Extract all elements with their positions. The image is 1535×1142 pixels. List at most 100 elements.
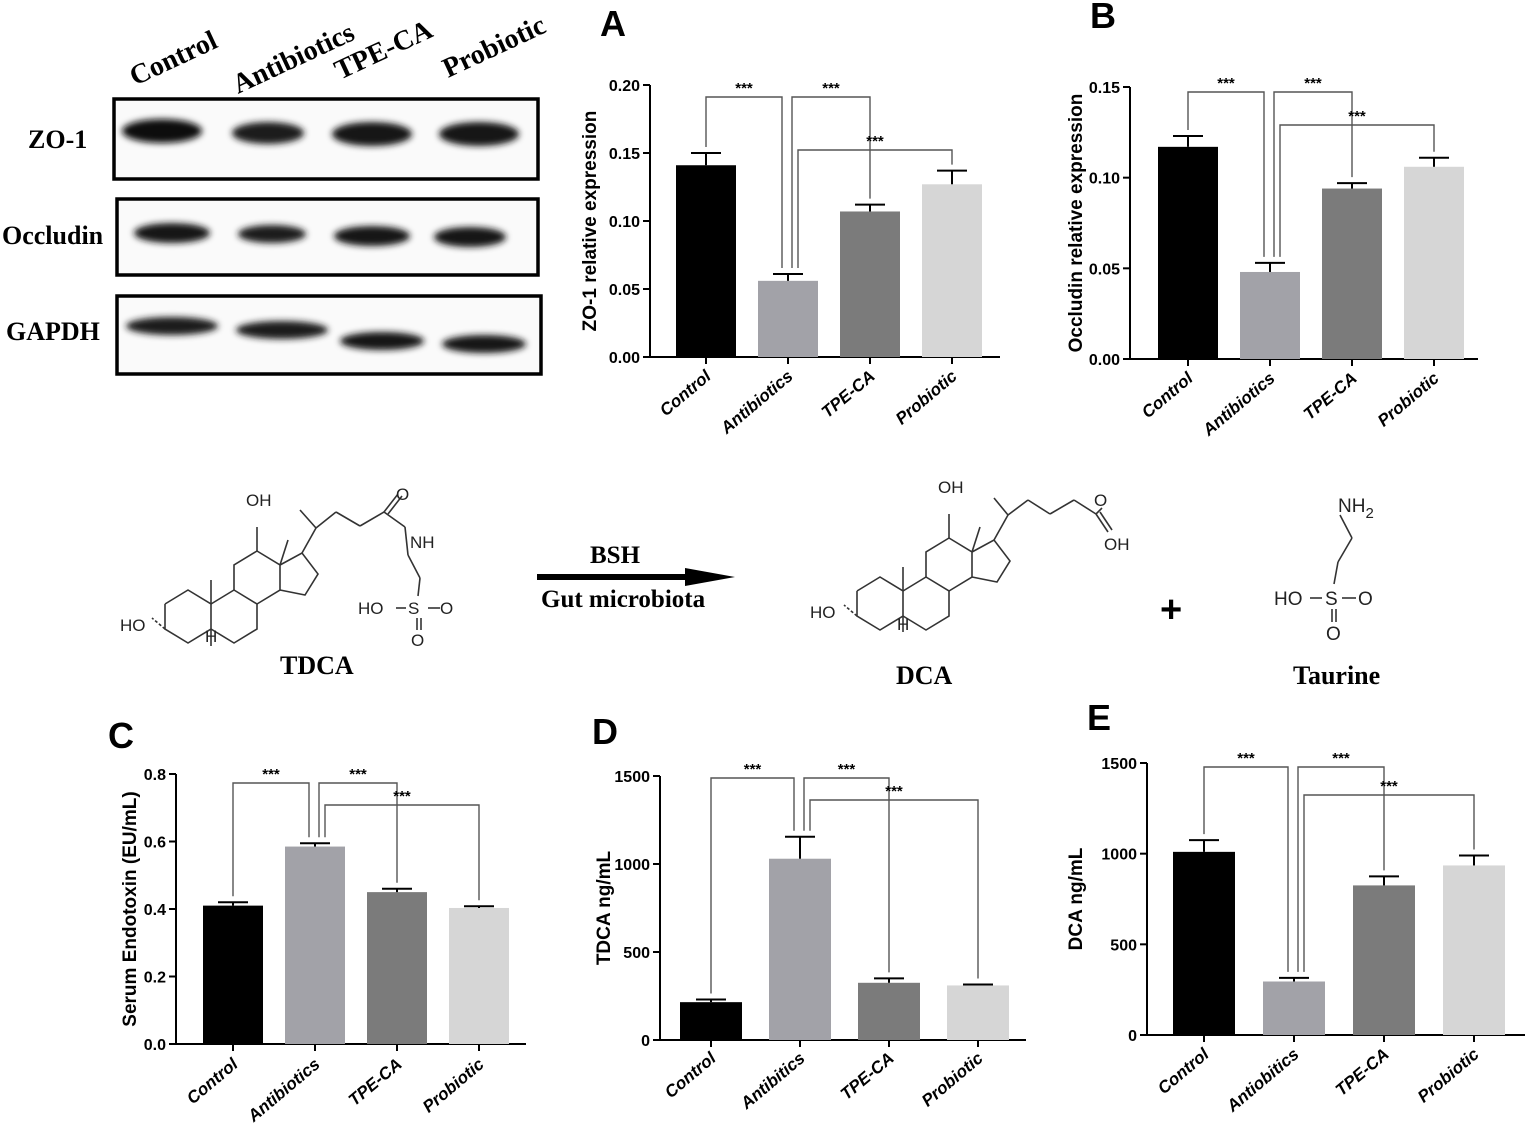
- chart-d-tdca: D 0 500 1000 1500 TDCA ng/mL Control Antibitics…: [592, 711, 1026, 1113]
- panel-letter: E: [1087, 697, 1111, 738]
- x-tick-label: Probiotic: [1414, 1044, 1483, 1106]
- bar-1: [769, 858, 831, 1040]
- significance-label-0: ***: [744, 761, 762, 778]
- y-tick-label: 1000: [614, 857, 650, 874]
- bar-2: [367, 892, 427, 1044]
- taurine-atom-nh2: NH2: [1338, 496, 1374, 522]
- significance-label-0: ***: [1217, 75, 1235, 92]
- significance-label-1: ***: [1304, 75, 1322, 92]
- blot-lane-label-control: Control: [125, 25, 222, 92]
- bar-1: [285, 846, 345, 1044]
- dca-name: DCA: [896, 661, 953, 690]
- significance-label-0: ***: [735, 80, 753, 97]
- y-tick-label: 0.15: [609, 146, 640, 163]
- significance-label-2: ***: [1348, 108, 1366, 125]
- dca-atom-o: O: [1094, 491, 1107, 510]
- significance-bracket-0: [1203, 766, 1289, 972]
- tdca-atom-ho-sulfonate: HO: [358, 599, 384, 618]
- significance-bracket-1: [803, 777, 890, 973]
- significance-label-0: ***: [262, 766, 280, 783]
- taurine-name: Taurine: [1293, 661, 1380, 690]
- y-tick-label: 0: [641, 1033, 650, 1050]
- blot-lane-labels: Control Antibiotics TPE-CA Probiotic: [125, 10, 551, 101]
- dca-atom-oh: OH: [938, 478, 964, 497]
- blot-band-occludin-probiotic: [434, 227, 506, 247]
- bar-0: [1158, 146, 1218, 359]
- blot-row-label-gapdh: GAPDH: [6, 317, 100, 346]
- bar-3: [947, 985, 1009, 1040]
- bar-2: [1322, 188, 1382, 359]
- blot-lane-label-probiotic: Probiotic: [438, 10, 551, 85]
- x-tick-label: Control: [1154, 1044, 1213, 1098]
- bar-0: [203, 905, 263, 1044]
- significance-label-2: ***: [885, 783, 903, 800]
- panel-letter: B: [1090, 0, 1116, 36]
- y-tick-label: 0.6: [144, 835, 166, 852]
- dca-atom-h: H: [897, 615, 909, 634]
- significance-bracket-0: [710, 777, 795, 994]
- y-tick-label: 1500: [614, 769, 650, 786]
- blot-band-gapdh-tpe-ca: [340, 332, 424, 350]
- reaction-agent: Gut microbiota: [541, 586, 706, 613]
- reaction-enzyme: BSH: [590, 542, 641, 569]
- x-tick-label: Antibitics: [736, 1049, 808, 1114]
- blot-band-zo1-control: [122, 119, 202, 143]
- bar-3: [449, 907, 509, 1044]
- x-tick-label: Control: [183, 1054, 242, 1108]
- y-axis-label: Occludin relative expression: [1066, 94, 1087, 353]
- tdca-structure: OH HO H O NH HO S O O: [120, 485, 453, 650]
- dca-structure: OH HO H O OH: [810, 478, 1130, 634]
- y-axis-label: ZO-1 relative expression: [580, 111, 601, 332]
- reaction-scheme: OH HO H O NH HO S O O TDCA BSH Gut micro…: [120, 478, 1380, 690]
- significance-bracket-2: [1279, 124, 1435, 257]
- blot-row-label-occludin: Occludin: [2, 221, 104, 250]
- y-axis-label: DCA ng/mL: [1066, 847, 1087, 950]
- significance-label-2: ***: [393, 788, 411, 805]
- significance-label-1: ***: [1332, 750, 1350, 767]
- y-tick-label: 500: [1110, 937, 1137, 954]
- significance-label-1: ***: [822, 80, 840, 97]
- y-tick-label: 500: [623, 945, 650, 962]
- bar-0: [676, 165, 736, 357]
- significance-bracket-2: [797, 149, 953, 269]
- bar-0: [1173, 851, 1235, 1035]
- significance-bracket-0: [1187, 91, 1265, 257]
- significance-label-2: ***: [1380, 778, 1398, 795]
- bar-2: [858, 982, 920, 1040]
- bar-3: [1404, 166, 1464, 359]
- taurine-atom-o: O: [1358, 589, 1373, 610]
- x-tick-label: Control: [656, 366, 715, 420]
- significance-bracket-2: [324, 804, 480, 901]
- tdca-atom-ho: HO: [120, 616, 146, 635]
- x-tick-label: TPE-CA: [345, 1055, 406, 1110]
- blot-band-zo1-antibiotics: [232, 122, 304, 144]
- significance-bracket-1: [1273, 91, 1353, 257]
- blot-band-occludin-control: [134, 223, 210, 243]
- panel-letter: D: [592, 711, 618, 752]
- significance-bracket-1: [791, 96, 871, 269]
- significance-label-2: ***: [866, 133, 884, 150]
- dca-atom-oh-acid: OH: [1104, 535, 1130, 554]
- bar-2: [1353, 885, 1415, 1035]
- bar-1: [1263, 981, 1325, 1035]
- x-tick-label: TPE-CA: [818, 367, 879, 422]
- chart-e-dca: E 0 500 1000 1500 DCA ng/mL Control Antiobitics…: [1066, 697, 1525, 1116]
- dca-atom-ho: HO: [810, 603, 836, 622]
- y-tick-label: 0.05: [609, 282, 640, 299]
- y-tick-label: 0.10: [1089, 171, 1120, 188]
- reaction-arrow: [537, 568, 735, 586]
- chart-a-zo1-expression: A 0.00 0.05 0.10 0.15 0.20 ZO-1 relative expre…: [580, 3, 1000, 438]
- blot-band-zo1-probiotic: [439, 122, 519, 146]
- y-tick-label: 0.10: [609, 214, 640, 231]
- x-tick-label: Control: [1138, 368, 1197, 422]
- blot-band-occludin-antibiotics: [238, 225, 306, 243]
- y-tick-label: 0.8: [144, 767, 166, 784]
- y-tick-label: 0.05: [1089, 261, 1120, 278]
- y-tick-label: 0.0: [144, 1037, 166, 1054]
- y-axis-label: Serum Endotoxin (EU/mL): [120, 791, 141, 1026]
- bar-1: [758, 280, 818, 357]
- blot-band-gapdh-control: [126, 317, 218, 335]
